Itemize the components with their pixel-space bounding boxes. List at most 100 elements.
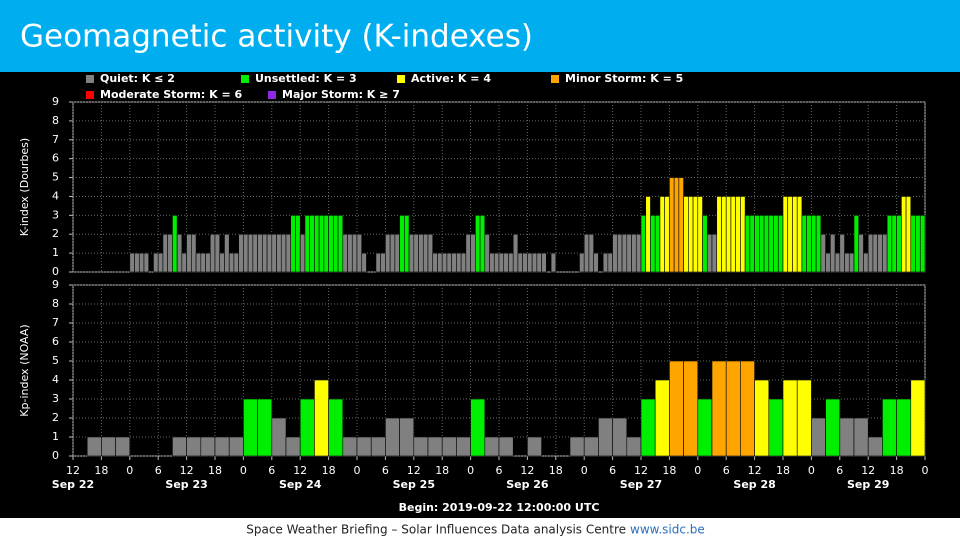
bar [172, 436, 187, 457]
bar [266, 233, 273, 273]
bar [427, 436, 443, 457]
bar [867, 436, 883, 457]
bar [754, 379, 770, 457]
bar [224, 233, 230, 273]
bar [673, 177, 680, 273]
bar [385, 233, 391, 273]
bar [153, 252, 159, 273]
bar [271, 233, 277, 273]
bar [763, 215, 770, 273]
x-tick-label: 12 [293, 464, 307, 477]
bar [711, 360, 727, 457]
bar [186, 436, 202, 457]
bar [427, 233, 434, 273]
footer-link[interactable]: www.sidc.be [630, 523, 705, 537]
legend-label: Minor Storm: K = 5 [565, 72, 683, 85]
bar [503, 252, 509, 273]
bar [228, 252, 235, 273]
x-tick-label: 12 [861, 464, 875, 477]
y-tick-label: 6 [52, 335, 59, 348]
bar [162, 233, 168, 273]
day-label: Sep 29 [847, 478, 889, 491]
bar [295, 215, 301, 273]
bar [853, 417, 869, 457]
bar [101, 436, 116, 457]
bar [138, 252, 145, 273]
bar [195, 252, 202, 273]
bar [830, 233, 836, 273]
x-tick-label: 18 [776, 464, 790, 477]
bar [243, 398, 258, 457]
bar [839, 417, 855, 457]
bar [659, 196, 665, 273]
bar [342, 233, 348, 273]
legend-swatch [551, 75, 559, 83]
bar [583, 233, 590, 273]
bar [347, 233, 353, 273]
bar [176, 233, 183, 273]
bar [858, 233, 864, 273]
bar [740, 360, 755, 457]
bar [228, 436, 244, 457]
bar [825, 398, 841, 457]
bar [328, 398, 344, 457]
y-tick-label: 2 [52, 227, 59, 240]
bar [134, 252, 140, 273]
bar [257, 233, 263, 273]
bar [721, 196, 727, 273]
y-tick-label: 5 [52, 354, 59, 367]
bar [839, 233, 845, 273]
bar [484, 233, 490, 273]
bar [356, 233, 363, 273]
bar [886, 215, 893, 273]
bar [205, 252, 211, 273]
legend-label: Quiet: K ≤ 2 [100, 72, 175, 85]
bar [337, 215, 344, 273]
y-tick-label: 1 [52, 430, 59, 443]
bar [730, 196, 736, 273]
x-tick-label: 12 [407, 464, 421, 477]
x-tick-label: 18 [94, 464, 108, 477]
bar [238, 233, 244, 273]
bar [688, 196, 694, 273]
bar [252, 233, 258, 273]
bar [418, 233, 424, 273]
x-tick-label: 12 [748, 464, 762, 477]
bar [796, 379, 812, 457]
day-label: Sep 27 [620, 478, 662, 491]
bar [285, 233, 292, 273]
bar [413, 436, 429, 457]
x-tick-label: 18 [208, 464, 222, 477]
y-tick-label: 2 [52, 411, 59, 424]
bar [882, 398, 897, 457]
x-tick-label: 0 [354, 464, 361, 477]
bar [323, 215, 329, 273]
bar [617, 233, 623, 273]
bar [716, 196, 722, 273]
bar [508, 252, 514, 273]
x-tick-label: 6 [609, 464, 616, 477]
x-tick-label: 6 [155, 464, 162, 477]
bar [304, 215, 310, 273]
x-tick-label: 6 [496, 464, 503, 477]
y-tick-label: 4 [52, 189, 59, 202]
bar [607, 252, 613, 273]
bar [711, 233, 718, 273]
bar [749, 215, 755, 273]
bar [626, 233, 632, 273]
bar [640, 398, 656, 457]
y-axis-label: K-index (Dourbes) [18, 138, 31, 236]
x-tick-label: 12 [634, 464, 648, 477]
bar [754, 215, 760, 273]
y-tick-label: 7 [52, 133, 59, 146]
y-tick-label: 0 [52, 449, 59, 462]
bar [844, 252, 850, 273]
bar [635, 233, 642, 273]
bar [759, 215, 765, 273]
bar [626, 436, 642, 457]
bar [834, 252, 841, 273]
bar [375, 252, 381, 273]
bar [801, 215, 807, 273]
x-tick-label: 0 [467, 464, 474, 477]
bar [768, 398, 784, 457]
